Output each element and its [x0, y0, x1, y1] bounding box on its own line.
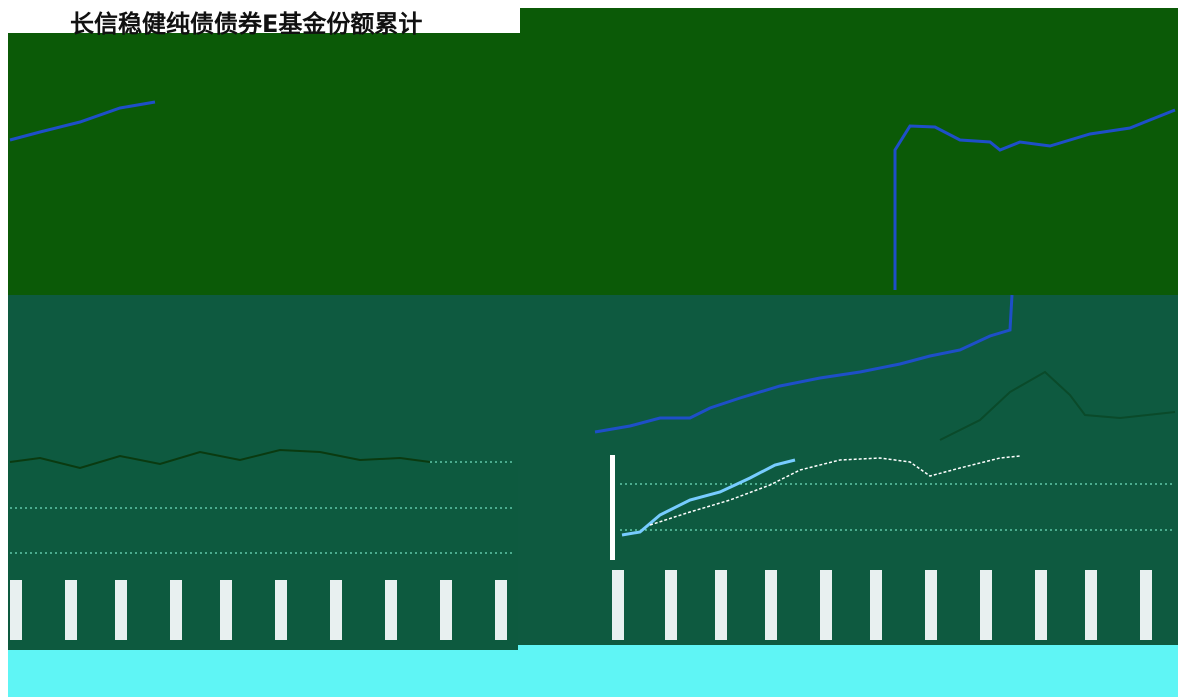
- block: [665, 570, 677, 640]
- block: [870, 570, 882, 640]
- block: [495, 580, 507, 640]
- curve: [939, 370, 1176, 441]
- curve: [649, 455, 1021, 526]
- curve: [9, 448, 431, 470]
- curve: [893, 108, 1176, 290]
- curve: [9, 100, 156, 142]
- block: [1035, 570, 1047, 640]
- block: [330, 580, 342, 640]
- block: [1140, 570, 1152, 640]
- block: [275, 580, 287, 640]
- block: [10, 580, 22, 640]
- title: 长信稳健纯债债券E基金份额累计: [70, 10, 423, 38]
- curve: [594, 294, 1014, 434]
- block: [65, 580, 77, 640]
- block: [220, 580, 232, 640]
- block: [1085, 570, 1097, 640]
- block: [765, 570, 777, 640]
- block: [385, 580, 397, 640]
- block: [715, 570, 727, 640]
- block: [115, 580, 127, 640]
- block: [170, 580, 182, 640]
- left-subpanel: [8, 460, 518, 650]
- block: [820, 570, 832, 640]
- upper-panel: [8, 33, 1178, 295]
- dotted-guides: [10, 461, 1175, 554]
- block: [925, 570, 937, 640]
- tick-blocks: [10, 570, 1152, 640]
- block: [980, 570, 992, 640]
- header-strip: [520, 8, 1178, 36]
- block: [612, 570, 624, 640]
- footer-strip: [8, 645, 1178, 697]
- divider: [610, 455, 615, 560]
- curve: [621, 458, 796, 537]
- block: [440, 580, 452, 640]
